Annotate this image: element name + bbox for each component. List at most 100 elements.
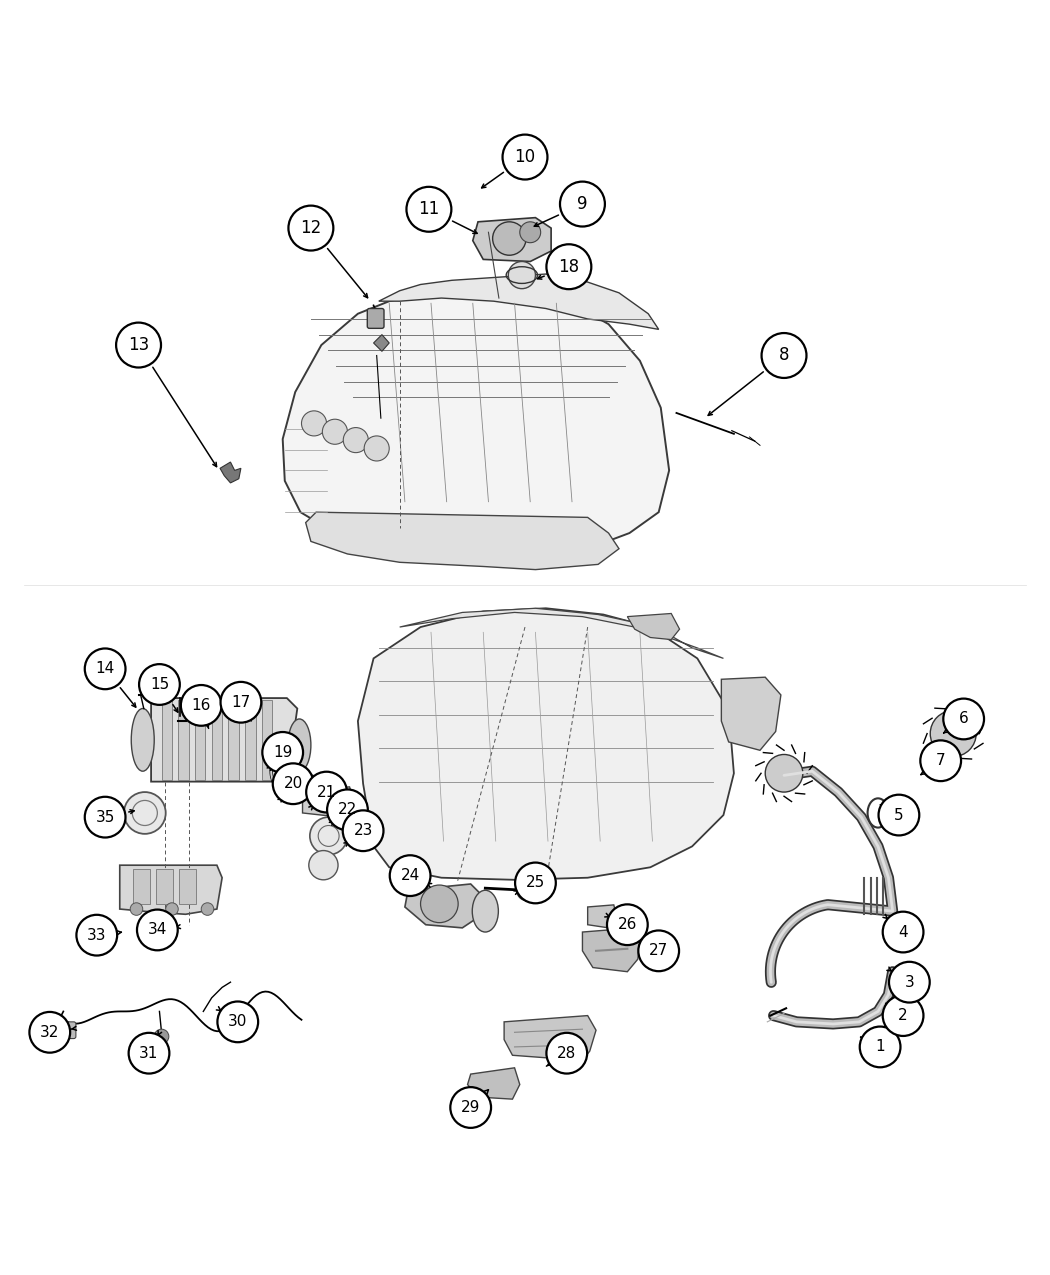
Circle shape — [421, 885, 458, 923]
Circle shape — [85, 649, 126, 690]
Circle shape — [503, 135, 547, 180]
Text: 20: 20 — [284, 776, 302, 792]
Circle shape — [883, 996, 923, 1037]
Polygon shape — [245, 700, 255, 779]
Circle shape — [607, 904, 648, 945]
Circle shape — [450, 1088, 491, 1128]
Circle shape — [920, 741, 961, 782]
Circle shape — [301, 411, 327, 436]
Text: 6: 6 — [959, 711, 968, 727]
Polygon shape — [178, 700, 189, 779]
Polygon shape — [133, 870, 150, 904]
Circle shape — [310, 817, 348, 854]
Circle shape — [364, 436, 390, 462]
Polygon shape — [180, 870, 196, 904]
Circle shape — [560, 181, 605, 227]
Text: 25: 25 — [526, 876, 545, 890]
Circle shape — [328, 789, 368, 830]
Circle shape — [309, 850, 338, 880]
Circle shape — [85, 797, 126, 838]
Circle shape — [761, 333, 806, 377]
Circle shape — [220, 682, 261, 723]
Circle shape — [166, 903, 179, 915]
Circle shape — [124, 792, 166, 834]
FancyBboxPatch shape — [48, 1021, 76, 1039]
Polygon shape — [156, 870, 173, 904]
Circle shape — [406, 187, 452, 232]
Text: 10: 10 — [514, 148, 536, 166]
Polygon shape — [229, 700, 238, 779]
Text: 21: 21 — [317, 784, 336, 799]
Polygon shape — [302, 787, 355, 819]
Circle shape — [943, 699, 984, 740]
Polygon shape — [282, 284, 669, 560]
Circle shape — [262, 732, 303, 773]
Circle shape — [546, 1033, 587, 1074]
Circle shape — [883, 912, 923, 952]
Text: 13: 13 — [128, 337, 149, 354]
Circle shape — [307, 771, 346, 812]
Text: 32: 32 — [40, 1025, 60, 1040]
Polygon shape — [212, 700, 223, 779]
Polygon shape — [721, 677, 781, 750]
Polygon shape — [358, 608, 734, 880]
Text: 24: 24 — [400, 868, 420, 884]
Circle shape — [343, 427, 369, 453]
Polygon shape — [588, 905, 617, 928]
Polygon shape — [120, 866, 223, 914]
Text: 14: 14 — [96, 662, 114, 676]
Polygon shape — [405, 884, 483, 928]
Circle shape — [181, 685, 222, 725]
Text: 17: 17 — [231, 695, 251, 710]
Circle shape — [492, 222, 526, 255]
Circle shape — [202, 903, 214, 915]
Polygon shape — [504, 1016, 596, 1061]
Circle shape — [390, 856, 430, 896]
Text: 30: 30 — [228, 1015, 248, 1029]
Circle shape — [217, 1001, 258, 1042]
Text: 23: 23 — [354, 824, 373, 838]
Circle shape — [516, 863, 555, 903]
Circle shape — [154, 1029, 169, 1044]
Text: 33: 33 — [87, 928, 106, 942]
Text: 15: 15 — [150, 677, 169, 692]
Circle shape — [520, 222, 541, 242]
Circle shape — [879, 794, 920, 835]
Polygon shape — [379, 274, 658, 329]
Polygon shape — [162, 700, 172, 779]
Circle shape — [117, 323, 161, 367]
Circle shape — [517, 880, 538, 900]
Circle shape — [508, 261, 536, 288]
Circle shape — [342, 811, 383, 852]
Text: 29: 29 — [461, 1100, 481, 1116]
Text: 16: 16 — [191, 697, 211, 713]
Text: 11: 11 — [418, 200, 440, 218]
Circle shape — [136, 909, 177, 950]
Text: 5: 5 — [895, 807, 904, 822]
Polygon shape — [306, 513, 620, 570]
Text: 28: 28 — [558, 1046, 576, 1061]
Text: 26: 26 — [617, 917, 637, 932]
Polygon shape — [583, 928, 639, 972]
Text: 27: 27 — [649, 944, 668, 959]
Circle shape — [29, 1012, 70, 1053]
Circle shape — [139, 664, 180, 705]
Text: 31: 31 — [140, 1046, 159, 1061]
Polygon shape — [220, 462, 240, 483]
Circle shape — [860, 1026, 901, 1067]
Text: 22: 22 — [338, 802, 357, 817]
Polygon shape — [400, 608, 723, 658]
Circle shape — [889, 961, 929, 1002]
Text: 19: 19 — [273, 745, 292, 760]
Polygon shape — [374, 334, 390, 352]
Text: 3: 3 — [904, 974, 915, 989]
Text: 18: 18 — [559, 258, 580, 275]
Text: 9: 9 — [578, 195, 588, 213]
Text: 34: 34 — [148, 922, 167, 937]
Text: 35: 35 — [96, 810, 114, 825]
Circle shape — [322, 419, 348, 444]
FancyBboxPatch shape — [368, 309, 384, 329]
Circle shape — [638, 931, 679, 972]
Text: 8: 8 — [779, 347, 790, 365]
Polygon shape — [261, 700, 272, 779]
